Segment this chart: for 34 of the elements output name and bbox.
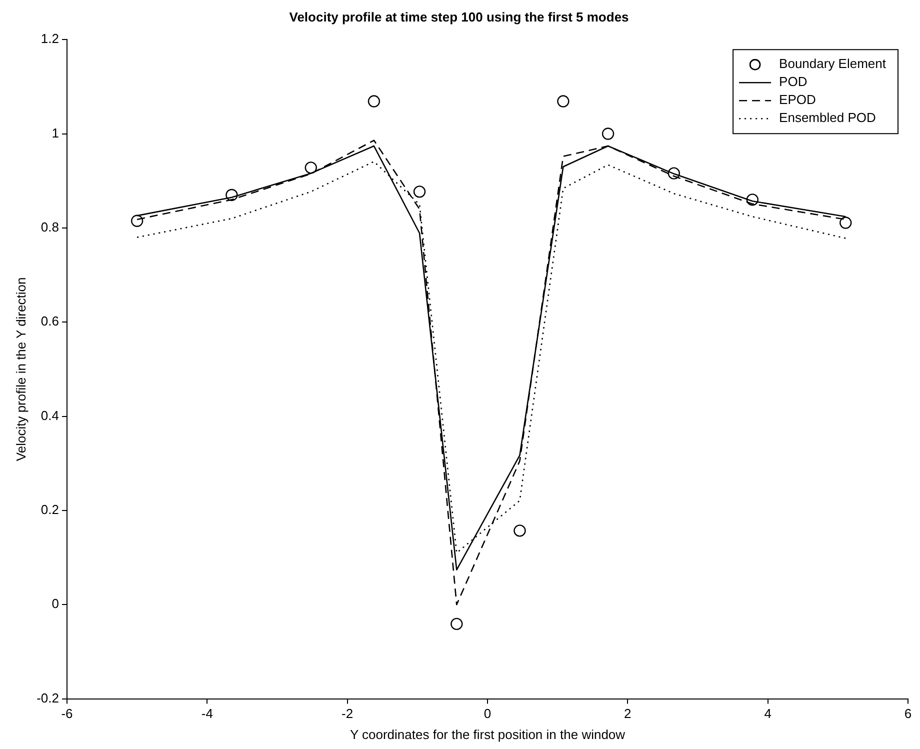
- y-axis-title: Velocity profile in the Y direction: [13, 277, 28, 462]
- point: [450, 618, 463, 630]
- point: [304, 162, 317, 174]
- chart-title: Velocity profile at time step 100 using the first 5 modes: [289, 9, 629, 24]
- y-tick-label: 0.4: [40, 408, 59, 423]
- legend-label: EPOD: [779, 92, 816, 108]
- point: [557, 95, 570, 108]
- y-tick-label: 1.2: [40, 31, 59, 46]
- y-tick-label: 1: [52, 125, 59, 140]
- point: [514, 524, 526, 537]
- point: [840, 216, 852, 229]
- point: [746, 194, 759, 206]
- legend-label: Ensembled POD: [779, 110, 876, 126]
- x-axis-title: Y coordinates for the first position in the window: [350, 726, 626, 742]
- point: [130, 214, 144, 227]
- x-tick-label: -6: [61, 706, 73, 722]
- x-tick-label: 2: [624, 706, 632, 722]
- x-tick-label: -4: [201, 706, 213, 722]
- legend-label: Boundary Element: [779, 56, 886, 72]
- x-tick-label: 0: [484, 706, 492, 722]
- point: [668, 167, 680, 180]
- y-tick-label: 0: [52, 596, 59, 612]
- y-tick-label: -0.2: [36, 690, 59, 706]
- x-tick-label: 4: [764, 706, 772, 722]
- point: [413, 186, 426, 198]
- y-tick-label: 0.8: [40, 220, 59, 235]
- x-tick-label: -2: [342, 706, 354, 722]
- y-tick-label: 0.2: [40, 502, 59, 518]
- point: [368, 95, 380, 108]
- point: [226, 188, 238, 202]
- legend-label: POD: [779, 74, 808, 90]
- x-tick-label: 6: [904, 706, 912, 722]
- point: [602, 128, 614, 140]
- y-tick-label: 0.6: [40, 314, 59, 329]
